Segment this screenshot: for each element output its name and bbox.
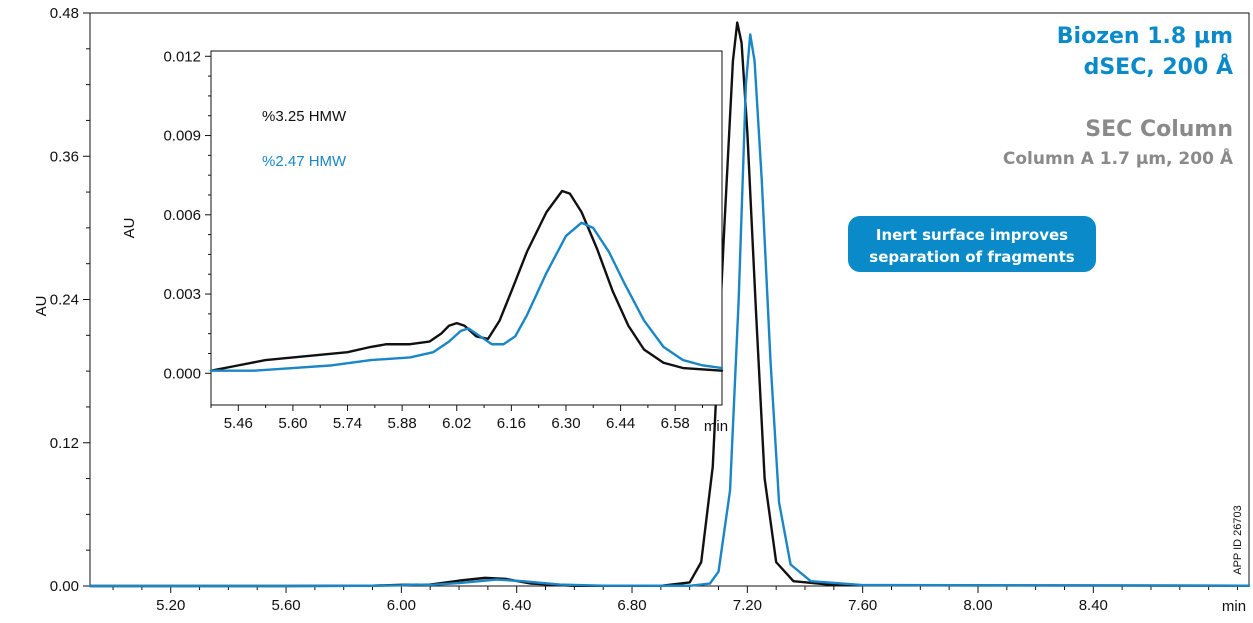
app-id-label: APP ID 26703: [1232, 505, 1244, 575]
main-x-tick-label: 6.00: [387, 597, 416, 614]
main-x-axis: 5.20 5.60 6.00 6.40 6.80 7.20 7.60 8.00 8.40: [112, 586, 1238, 614]
product-title-line2: dSEC, 200 Å: [1084, 54, 1233, 80]
main-y-tick-label: 0.24: [50, 292, 79, 309]
inset-x-axis: 5.46 5.60 5.74 5.88 6.02 6.16 6.30 6.44 6.58: [210, 405, 703, 432]
inset-x-tick-label: 5.88: [388, 415, 417, 432]
inset-x-unit-label: min: [704, 418, 728, 435]
inset-x-tick-label: 6.58: [661, 415, 690, 432]
inset-y-axis: 0.000 0.003 0.006 0.009 0.012: [163, 48, 211, 382]
main-x-tick-label: 6.40: [502, 597, 531, 614]
main-y-tick-label: 0.12: [50, 435, 79, 452]
inset-legend-black: %3.25 HMW: [262, 108, 347, 125]
compare-column-title: SEC Column: [1085, 117, 1233, 142]
inset-plot-background: [210, 50, 723, 406]
main-x-tick-label: 8.00: [963, 597, 992, 614]
inset-series-group: [209, 189, 724, 372]
main-y-axis-label: AU: [33, 296, 50, 317]
main-series-group: [88, 21, 1251, 588]
main-x-tick-label: 5.60: [271, 597, 300, 614]
inset-y-tick-label: 0.012: [163, 48, 201, 65]
main-plot: 0.00 0.12 0.24 0.36 0.48 5.20 5.60 6.00 6.40 6.8…: [33, 5, 1251, 615]
main-x-tick-label: 7.20: [733, 597, 762, 614]
callout-line1: Inert surface improves: [876, 226, 1068, 244]
main-x-unit-label: min: [1222, 598, 1246, 615]
main-x-tick-label: 5.20: [156, 597, 185, 614]
inset-y-tick-label: 0.003: [163, 286, 201, 303]
main-x-tick-label: 8.40: [1079, 597, 1108, 614]
inset-y-tick-label: 0.009: [163, 128, 201, 145]
main-x-tick-label: 6.80: [617, 597, 646, 614]
inset-y-tick-label: 0.000: [163, 365, 201, 382]
callout-background: [848, 216, 1096, 272]
inset-x-tick-label: 5.46: [224, 415, 253, 432]
inset-x-tick-label: 6.30: [551, 415, 580, 432]
inset-y-axis-label: AU: [121, 218, 138, 239]
main-series-line-blue: [88, 33, 1251, 588]
inset-series-line-blue: [209, 221, 724, 372]
inset-x-tick-label: 6.16: [497, 415, 526, 432]
inset-x-tick-label: 6.02: [442, 415, 471, 432]
main-y-tick-label: 0.36: [50, 148, 79, 165]
main-y-tick-label: 0.00: [50, 578, 79, 595]
inset-x-tick-label: 5.74: [333, 415, 362, 432]
callout-line2: separation of fragments: [869, 248, 1074, 266]
inset-y-tick-label: 0.006: [163, 207, 201, 224]
main-x-tick-label: 7.60: [848, 597, 877, 614]
product-title-line1: Biozen 1.8 µm: [1057, 24, 1233, 49]
callout-badge: Inert surface improves separation of fra…: [848, 216, 1096, 272]
inset-x-tick-label: 5.60: [278, 415, 307, 432]
main-y-tick-label: 0.48: [50, 5, 79, 22]
main-y-axis: 0.00 0.12 0.24 0.36 0.48: [50, 5, 90, 595]
inset-x-tick-label: 6.44: [606, 415, 635, 432]
compare-column-subtitle: Column A 1.7 µm, 200 Å: [1003, 146, 1234, 169]
inset-legend-blue: %2.47 HMW: [262, 153, 347, 170]
